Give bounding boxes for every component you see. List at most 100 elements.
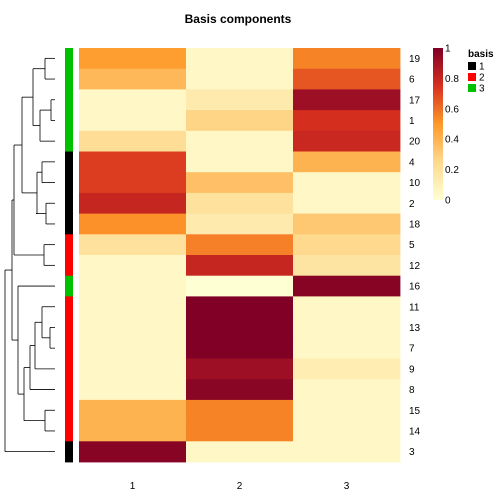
color-scale-tick: 0.4 [445, 135, 459, 146]
heatmap-cell [293, 48, 401, 70]
heatmap-cell [79, 275, 187, 297]
row-label: 13 [409, 323, 421, 334]
basis-legend: basis 123 [468, 49, 494, 95]
heatmap-cell [79, 89, 187, 111]
basis-annotation-cell [65, 130, 73, 152]
heatmap-cell [186, 337, 294, 359]
heatmap-cell [79, 399, 187, 421]
heatmap-cell [293, 317, 401, 339]
heatmap-cell [186, 255, 294, 277]
column-labels: 1 2 3 [130, 481, 350, 492]
basis-annotation-cell [65, 317, 73, 339]
row-label: 16 [409, 282, 421, 293]
color-scale-bar [433, 48, 443, 200]
heatmap-cell [79, 130, 187, 152]
row-label: 2 [409, 199, 415, 210]
heatmap-cell [186, 275, 294, 297]
heatmap-cell [186, 89, 294, 111]
heatmap-cell [293, 379, 401, 401]
basis-legend-swatch [468, 62, 476, 70]
basis-annotation-cell [65, 89, 73, 111]
heatmap-cell [293, 213, 401, 235]
column-label: 3 [344, 481, 350, 492]
heatmap-cell [186, 358, 294, 380]
heatmap-cell [186, 296, 294, 318]
heatmap-cell [79, 68, 187, 90]
row-label: 5 [409, 240, 415, 251]
heatmap-cell [186, 130, 294, 152]
row-label: 4 [409, 157, 415, 168]
row-label: 8 [409, 385, 415, 396]
heatmap-cell [79, 48, 187, 70]
column-label: 2 [237, 481, 243, 492]
basis-annotation-cell [65, 441, 73, 463]
heatmap-cell [79, 358, 187, 380]
basis-annotation-cell [65, 275, 73, 297]
heatmap-cell [186, 317, 294, 339]
heatmap-cell [293, 441, 401, 463]
basis-annotation-cell [65, 192, 73, 214]
basis-annotation-cell [65, 420, 73, 442]
heatmap-cell [186, 68, 294, 90]
heatmap-cell [79, 192, 187, 214]
heatmap-cell [79, 110, 187, 132]
heatmap-cell [79, 317, 187, 339]
color-scale-tick: 0 [445, 196, 451, 207]
heatmap-cell [186, 379, 294, 401]
basis-annotation-cell [65, 255, 73, 277]
row-label: 17 [409, 95, 421, 106]
heatmap-cell [186, 441, 294, 463]
heatmap-cell [79, 172, 187, 194]
heatmap-cell [293, 275, 401, 297]
column-label: 1 [130, 481, 136, 492]
row-label: 9 [409, 364, 415, 375]
basis-annotation-cell [65, 358, 73, 380]
heatmap-cell [79, 441, 187, 463]
heatmap-cells [79, 48, 401, 463]
color-scale-tick: 1 [445, 44, 451, 55]
heatmap-cell [293, 151, 401, 173]
row-labels: 19 6 17 1 20 4 10 2 18 5 12 16 11 13 7 9 8 15 14 3 [409, 54, 421, 458]
heatmap-cell [293, 89, 401, 111]
basis-legend-swatch [468, 84, 476, 92]
color-scale-tick: 0.8 [445, 74, 459, 85]
heatmap-cell [79, 213, 187, 235]
heatmap-cell [293, 358, 401, 380]
row-label: 10 [409, 178, 421, 189]
row-label: 12 [409, 261, 421, 272]
row-dendrogram [4, 57, 55, 453]
heatmap-cell [186, 151, 294, 173]
heatmap-cell [79, 151, 187, 173]
basis-annotation-cell [65, 379, 73, 401]
basis-legend-label: 3 [479, 84, 485, 95]
color-scale-tick: 0.2 [445, 165, 459, 176]
heatmap-cell [186, 399, 294, 421]
basis-legend-label: 2 [479, 73, 485, 84]
basis-annotation-cell [65, 234, 73, 256]
heatmap-cell [186, 192, 294, 214]
heatmap-cell [293, 130, 401, 152]
basis-annotation-cell [65, 296, 73, 318]
chart-title: Basis components [185, 12, 292, 26]
heatmap-cell [79, 234, 187, 256]
row-label: 20 [409, 137, 421, 148]
heatmap-cell [79, 337, 187, 359]
heatmap-cell [186, 234, 294, 256]
row-label: 11 [409, 302, 420, 313]
basis-annotation-cell [65, 337, 73, 359]
heatmap-cell [186, 48, 294, 70]
color-scale-legend: 0 0.2 0.4 0.6 0.8 1 [433, 44, 459, 207]
heatmap-cell [293, 420, 401, 442]
heatmap-cell [293, 110, 401, 132]
heatmap-cell [293, 192, 401, 214]
heatmap-cell [293, 172, 401, 194]
heatmap-cell [186, 213, 294, 235]
basis-annotation-cell [65, 48, 73, 70]
color-scale-tick: 0.6 [445, 104, 459, 115]
heatmap-cell [293, 399, 401, 421]
row-label: 1 [409, 116, 415, 127]
heatmap-cell [293, 68, 401, 90]
basis-annotation-cell [65, 399, 73, 421]
basis-legend-title: basis [468, 49, 494, 60]
